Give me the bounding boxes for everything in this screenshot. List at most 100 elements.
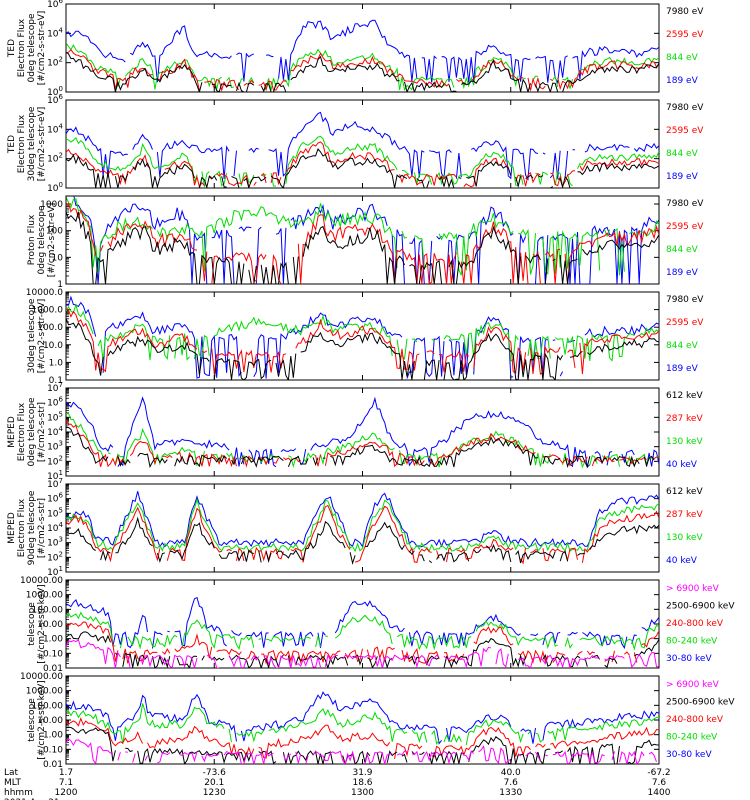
legend-entry: 2500-6900 keV (666, 602, 735, 612)
legend-entry: 240-800 keV (666, 619, 724, 629)
y-tick-label: 100 (47, 85, 63, 98)
series-line (66, 196, 659, 276)
y-axis-label: Electron Flux (17, 498, 27, 557)
y-tick-label: 104 (47, 521, 63, 534)
legend-entry: 844 eV (666, 53, 699, 63)
panel-1: 100 102 104 106 TED Electron Flux 0deg telesco… (7, 0, 704, 98)
legend-entry: 7980 eV (666, 103, 704, 113)
legend-entry: 189 eV (666, 268, 699, 278)
series-line (66, 303, 659, 362)
y-tick-label: 1.00 (43, 731, 63, 741)
y-tick-label: 102 (47, 152, 63, 165)
y-tick-label: 106 (47, 0, 63, 10)
series-line (66, 211, 659, 284)
x-tick-label: 7.6 (504, 778, 519, 788)
legend-entry: 844 eV (666, 149, 699, 159)
legend-entry: 189 eV (666, 172, 699, 182)
legend-entry: 7980 eV (666, 295, 704, 305)
legend-entry: 844 eV (666, 245, 699, 255)
series-line (66, 631, 659, 668)
y-tick-label: 1000.00 (26, 591, 63, 601)
y-tick-label: 107 (47, 477, 63, 490)
y-axis-label: MEPED (7, 512, 17, 544)
y-tick-label: 0.01 (43, 760, 63, 770)
legend-entry: 2595 eV (666, 30, 704, 40)
series-line (66, 639, 659, 668)
series-line (66, 419, 659, 468)
x-row-label: Lat (4, 768, 19, 778)
series-line (66, 135, 659, 187)
legend-entry: 2595 eV (666, 222, 704, 232)
y-axis-label: [#/cm2-s-str-eV] (37, 299, 47, 374)
y-axis-label: telescope (27, 698, 37, 742)
y-tick-label: 1.0 (49, 358, 64, 368)
y-tick-label: 104 (47, 122, 63, 135)
y-tick-label: 0.10 (43, 745, 63, 755)
legend-entry: > 6900 keV (666, 680, 720, 690)
legend-entry: 2595 eV (666, 126, 704, 136)
y-axis-label: [#/cm2-s-str-eV] (37, 107, 47, 182)
series-line (66, 611, 659, 651)
series-line (66, 318, 659, 380)
x-row-label: hhmm (4, 788, 33, 798)
y-tick-label: 1000.0 (32, 306, 64, 316)
x-tick-label: 1400 (648, 788, 671, 798)
legend-entry: 7980 eV (666, 199, 704, 209)
series-line (66, 148, 659, 188)
y-tick-label: 103 (47, 440, 63, 453)
legend-entry: 612 keV (666, 487, 703, 497)
y-tick-label: 101 (47, 565, 63, 578)
legend-entry: 287 keV (666, 414, 703, 424)
y-axis-label: [#/cm2-s-str-eV] (37, 11, 47, 86)
y-tick-label: 102 (47, 550, 63, 563)
y-tick-label: 102 (47, 56, 63, 69)
legend-entry: 2595 eV (666, 318, 704, 328)
legend-entry: 612 keV (666, 391, 703, 401)
y-tick-label: 102 (47, 454, 63, 467)
y-tick-label: 100.00 (32, 701, 64, 711)
x-tick-label: -67.2 (647, 768, 670, 778)
legend-entry: 80-240 keV (666, 637, 718, 647)
panel-frame (65, 387, 660, 477)
y-tick-label: 104 (47, 26, 63, 39)
x-tick-label: 1300 (351, 788, 374, 798)
y-tick-label: 107 (47, 381, 63, 394)
series-line (66, 196, 659, 284)
x-tick-label: -73.6 (203, 768, 227, 778)
legend-entry: 40 keV (666, 556, 698, 566)
y-tick-label: 0.10 (43, 649, 63, 659)
x-tick-label: 7.1 (59, 778, 73, 788)
y-axis-label: 0deg telescope (27, 13, 37, 83)
series-line (66, 308, 659, 376)
series-line (66, 19, 659, 85)
y-axis-label: 90deg telescope (27, 490, 37, 565)
y-tick-label: 10000.00 (20, 576, 63, 586)
y-axis-label: Electron Flux (17, 18, 27, 77)
x-row-label: MLT (4, 778, 22, 788)
series-line (66, 42, 659, 92)
legend-entry: > 6900 keV (666, 584, 720, 594)
y-tick-label: 106 (47, 396, 63, 409)
y-axis-label: Proton Flux (27, 214, 37, 265)
date-label: 2021 Apr 21 (4, 798, 60, 800)
legend-entry: 40 keV (666, 460, 698, 470)
x-tick-label: 1330 (499, 788, 522, 798)
series-line (66, 111, 659, 181)
series-line (66, 51, 659, 92)
y-tick-label: 103 (47, 536, 63, 549)
y-axis-label: telescope (27, 602, 37, 646)
y-axis-label: Electron Flux (17, 114, 27, 173)
y-axis-label: 0deg telescope (37, 205, 47, 275)
x-tick-label: 1230 (203, 788, 226, 798)
series-line (66, 497, 659, 553)
y-tick-label: 105 (47, 410, 63, 423)
x-tick-label: 1200 (55, 788, 78, 798)
legend-entry: 287 keV (666, 510, 703, 520)
x-tick-label: 7.6 (652, 778, 667, 788)
legend-entry: 2500-6900 keV (666, 698, 735, 708)
y-tick-label: 10.0 (43, 341, 63, 351)
